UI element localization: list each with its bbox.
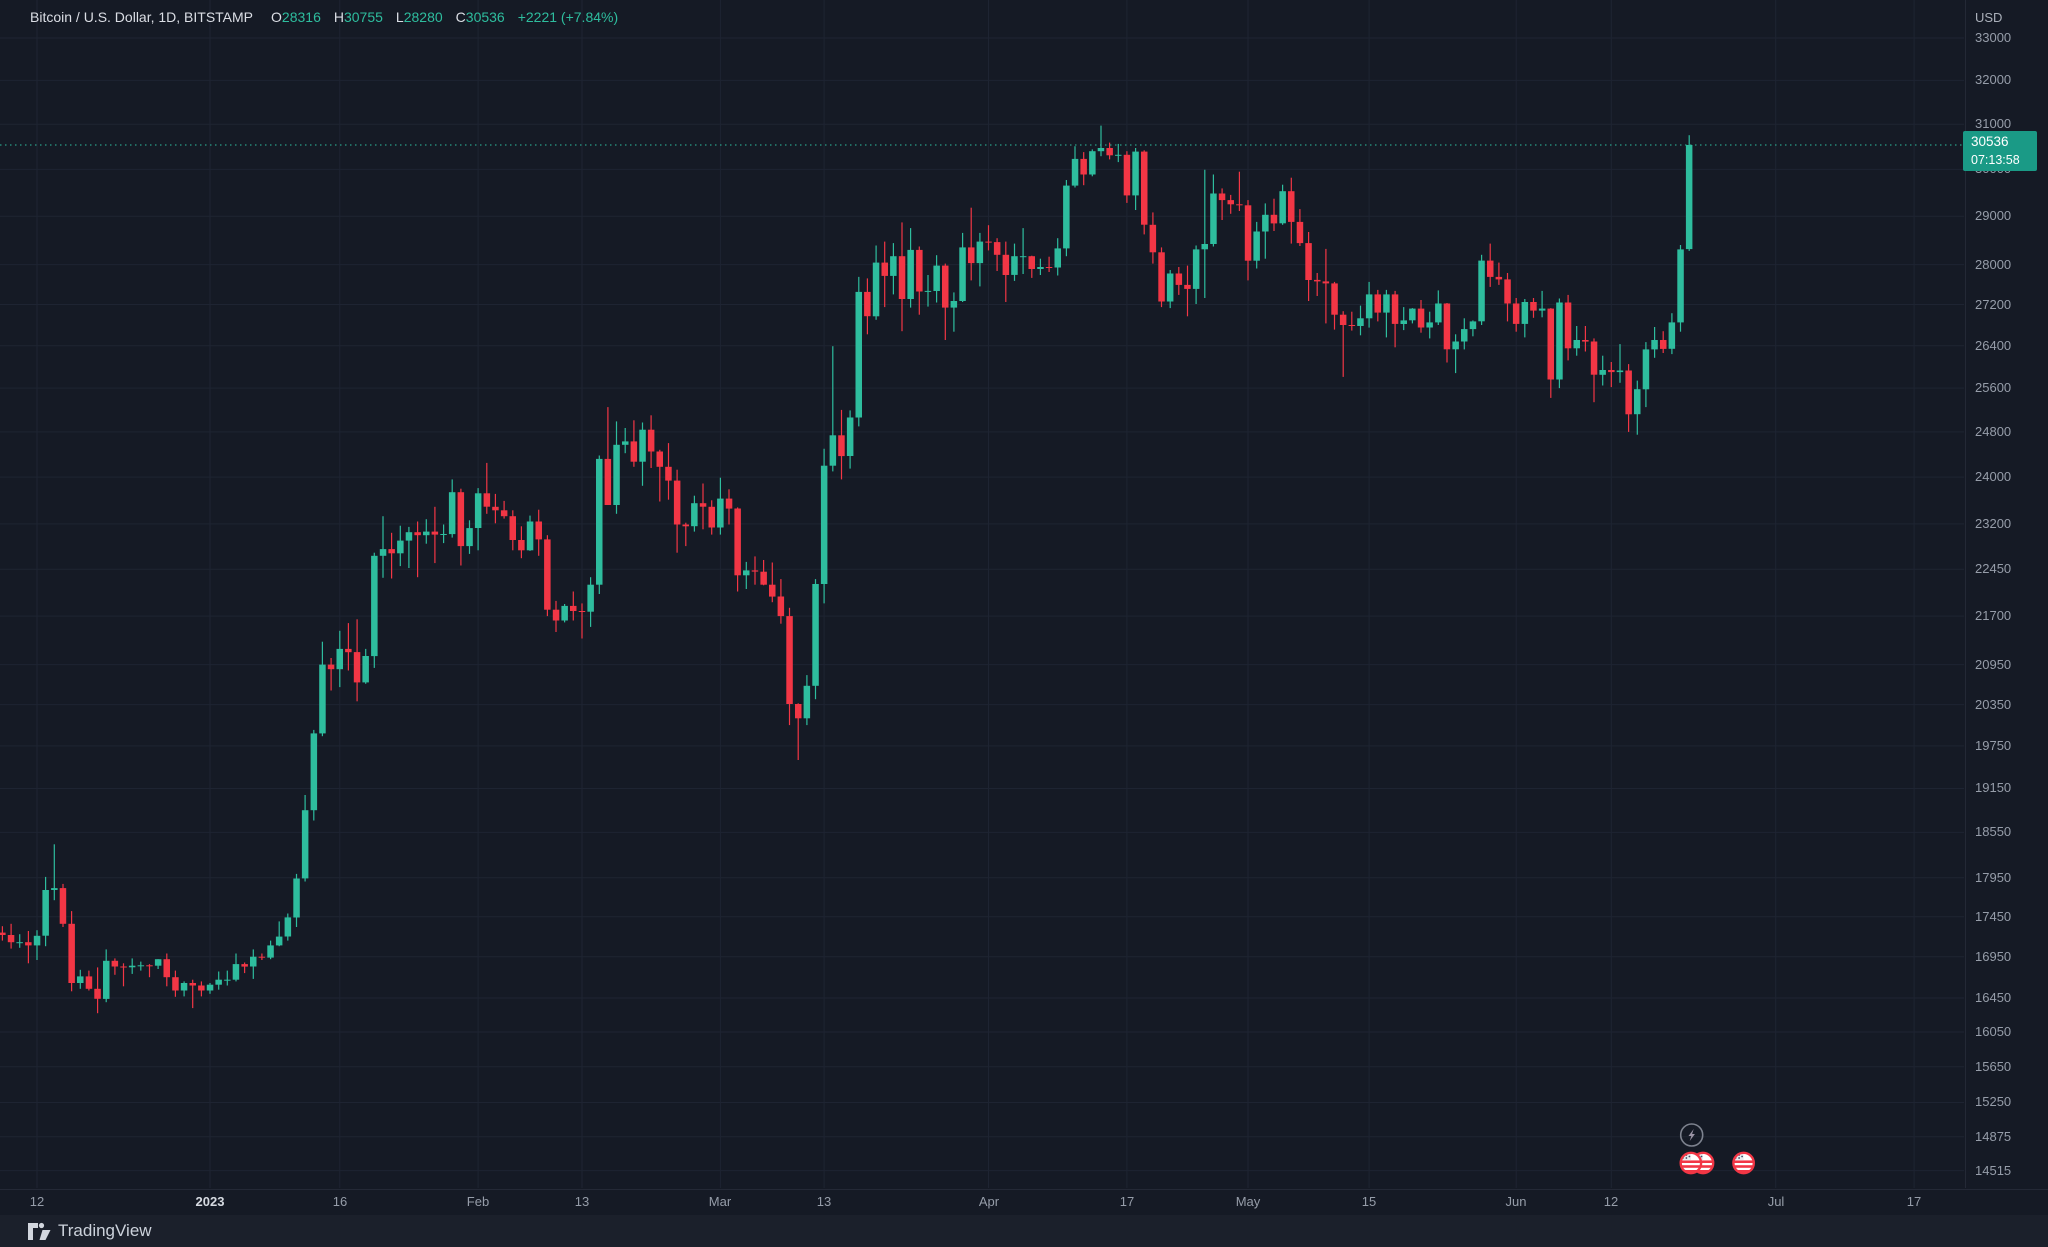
time-tick-label: Mar	[708, 1194, 732, 1209]
time-tick-label: 15	[1361, 1194, 1377, 1209]
currency-label: USD	[1975, 10, 2003, 25]
price-tick-label: 17950	[1975, 870, 2012, 885]
last-price-value: 30536	[1971, 134, 2009, 149]
time-tick-label: 2023	[195, 1194, 225, 1209]
candles-layer	[0, 125, 1693, 1014]
price-tick-label: 27200	[1975, 297, 2012, 312]
price-tick-label: 19150	[1975, 780, 2012, 795]
price-tick-label: 14875	[1975, 1129, 2012, 1144]
ohlc-low: L28280	[395, 9, 443, 25]
time-tick-label: 13	[574, 1194, 590, 1209]
ohlc-high: H30755	[333, 9, 383, 25]
last-price-badge[interactable]: 30536 07:13:58	[1963, 131, 2037, 171]
time-tick-label: May	[1235, 1194, 1261, 1209]
price-tick-label: 18550	[1975, 824, 2012, 839]
price-tick-label: 16450	[1975, 990, 2012, 1005]
time-tick-label: 17	[1906, 1194, 1922, 1209]
price-change: +2221 (+7.84%)	[517, 9, 619, 25]
ohlc-open: O28316	[271, 9, 321, 25]
time-tick-label: 16	[332, 1194, 348, 1209]
us-flag-event-icon[interactable]	[1679, 1151, 1703, 1175]
price-tick-label: 24000	[1975, 469, 2012, 484]
symbol-title[interactable]: Bitcoin / U.S. Dollar, 1D, BITSTAMP	[30, 9, 254, 25]
lightning-event-icon[interactable]	[1679, 1123, 1704, 1147]
price-tick-label: 15250	[1975, 1094, 2012, 1109]
time-tick-label: Jul	[1767, 1194, 1785, 1209]
price-tick-label: 21700	[1975, 608, 2012, 623]
event-markers	[1679, 1123, 1755, 1175]
symbol-legend: Bitcoin / U.S. Dollar, 1D, BITSTAMP O2831…	[30, 9, 618, 25]
price-tick-label: 20950	[1975, 657, 2012, 672]
price-tick-label: 28000	[1975, 257, 2012, 272]
tradingview-logo-icon[interactable]	[28, 1221, 53, 1242]
time-tick-label: 12	[29, 1194, 45, 1209]
time-tick-label: Jun	[1505, 1194, 1527, 1209]
time-tick-label: Apr	[978, 1194, 1000, 1209]
time-tick-label: 17	[1119, 1194, 1135, 1209]
price-tick-label: 19750	[1975, 738, 2012, 753]
ohlc-close: C30536	[455, 9, 505, 25]
bar-countdown: 07:13:58	[1971, 153, 2020, 167]
time-tick-label: 12	[1603, 1194, 1619, 1209]
brand-name[interactable]: TradingView	[58, 1221, 152, 1240]
price-tick-label: 16050	[1975, 1024, 2012, 1039]
footer-bar: TradingView	[0, 1215, 2048, 1247]
price-tick-label: 17450	[1975, 909, 2012, 924]
price-tick-label: 15650	[1975, 1059, 2012, 1074]
price-tick-label: 32000	[1975, 72, 2012, 87]
gridlines	[0, 0, 1964, 1188]
price-tick-label: 31000	[1975, 116, 2012, 131]
price-tick-label: 24800	[1975, 424, 2012, 439]
price-tick-label: 26400	[1975, 338, 2012, 353]
price-tick-label: 20350	[1975, 697, 2012, 712]
price-tick-label: 25600	[1975, 380, 2012, 395]
chart-canvas[interactable]: Bitcoin / U.S. Dollar, 1D, BITSTAMP O2831…	[0, 0, 1964, 1188]
time-tick-label: 13	[816, 1194, 832, 1209]
price-tick-label: 33000	[1975, 30, 2012, 45]
us-flag-event-icon[interactable]	[1732, 1151, 1755, 1175]
price-tick-label: 29000	[1975, 208, 2012, 223]
price-tick-label: 14515	[1975, 1163, 2012, 1178]
price-axis[interactable]: USD 330003200031000300002900028000272002…	[1963, 0, 2048, 1188]
time-axis[interactable]: 12 2023 16 Feb 13 Mar 13 Apr 17 May 15 Jun 12 Jul 17	[0, 1189, 2048, 1216]
price-tick-label: 23200	[1975, 516, 2012, 531]
price-tick-label: 16950	[1975, 949, 2012, 964]
time-tick-label: Feb	[466, 1194, 490, 1209]
price-tick-label: 22450	[1975, 561, 2012, 576]
